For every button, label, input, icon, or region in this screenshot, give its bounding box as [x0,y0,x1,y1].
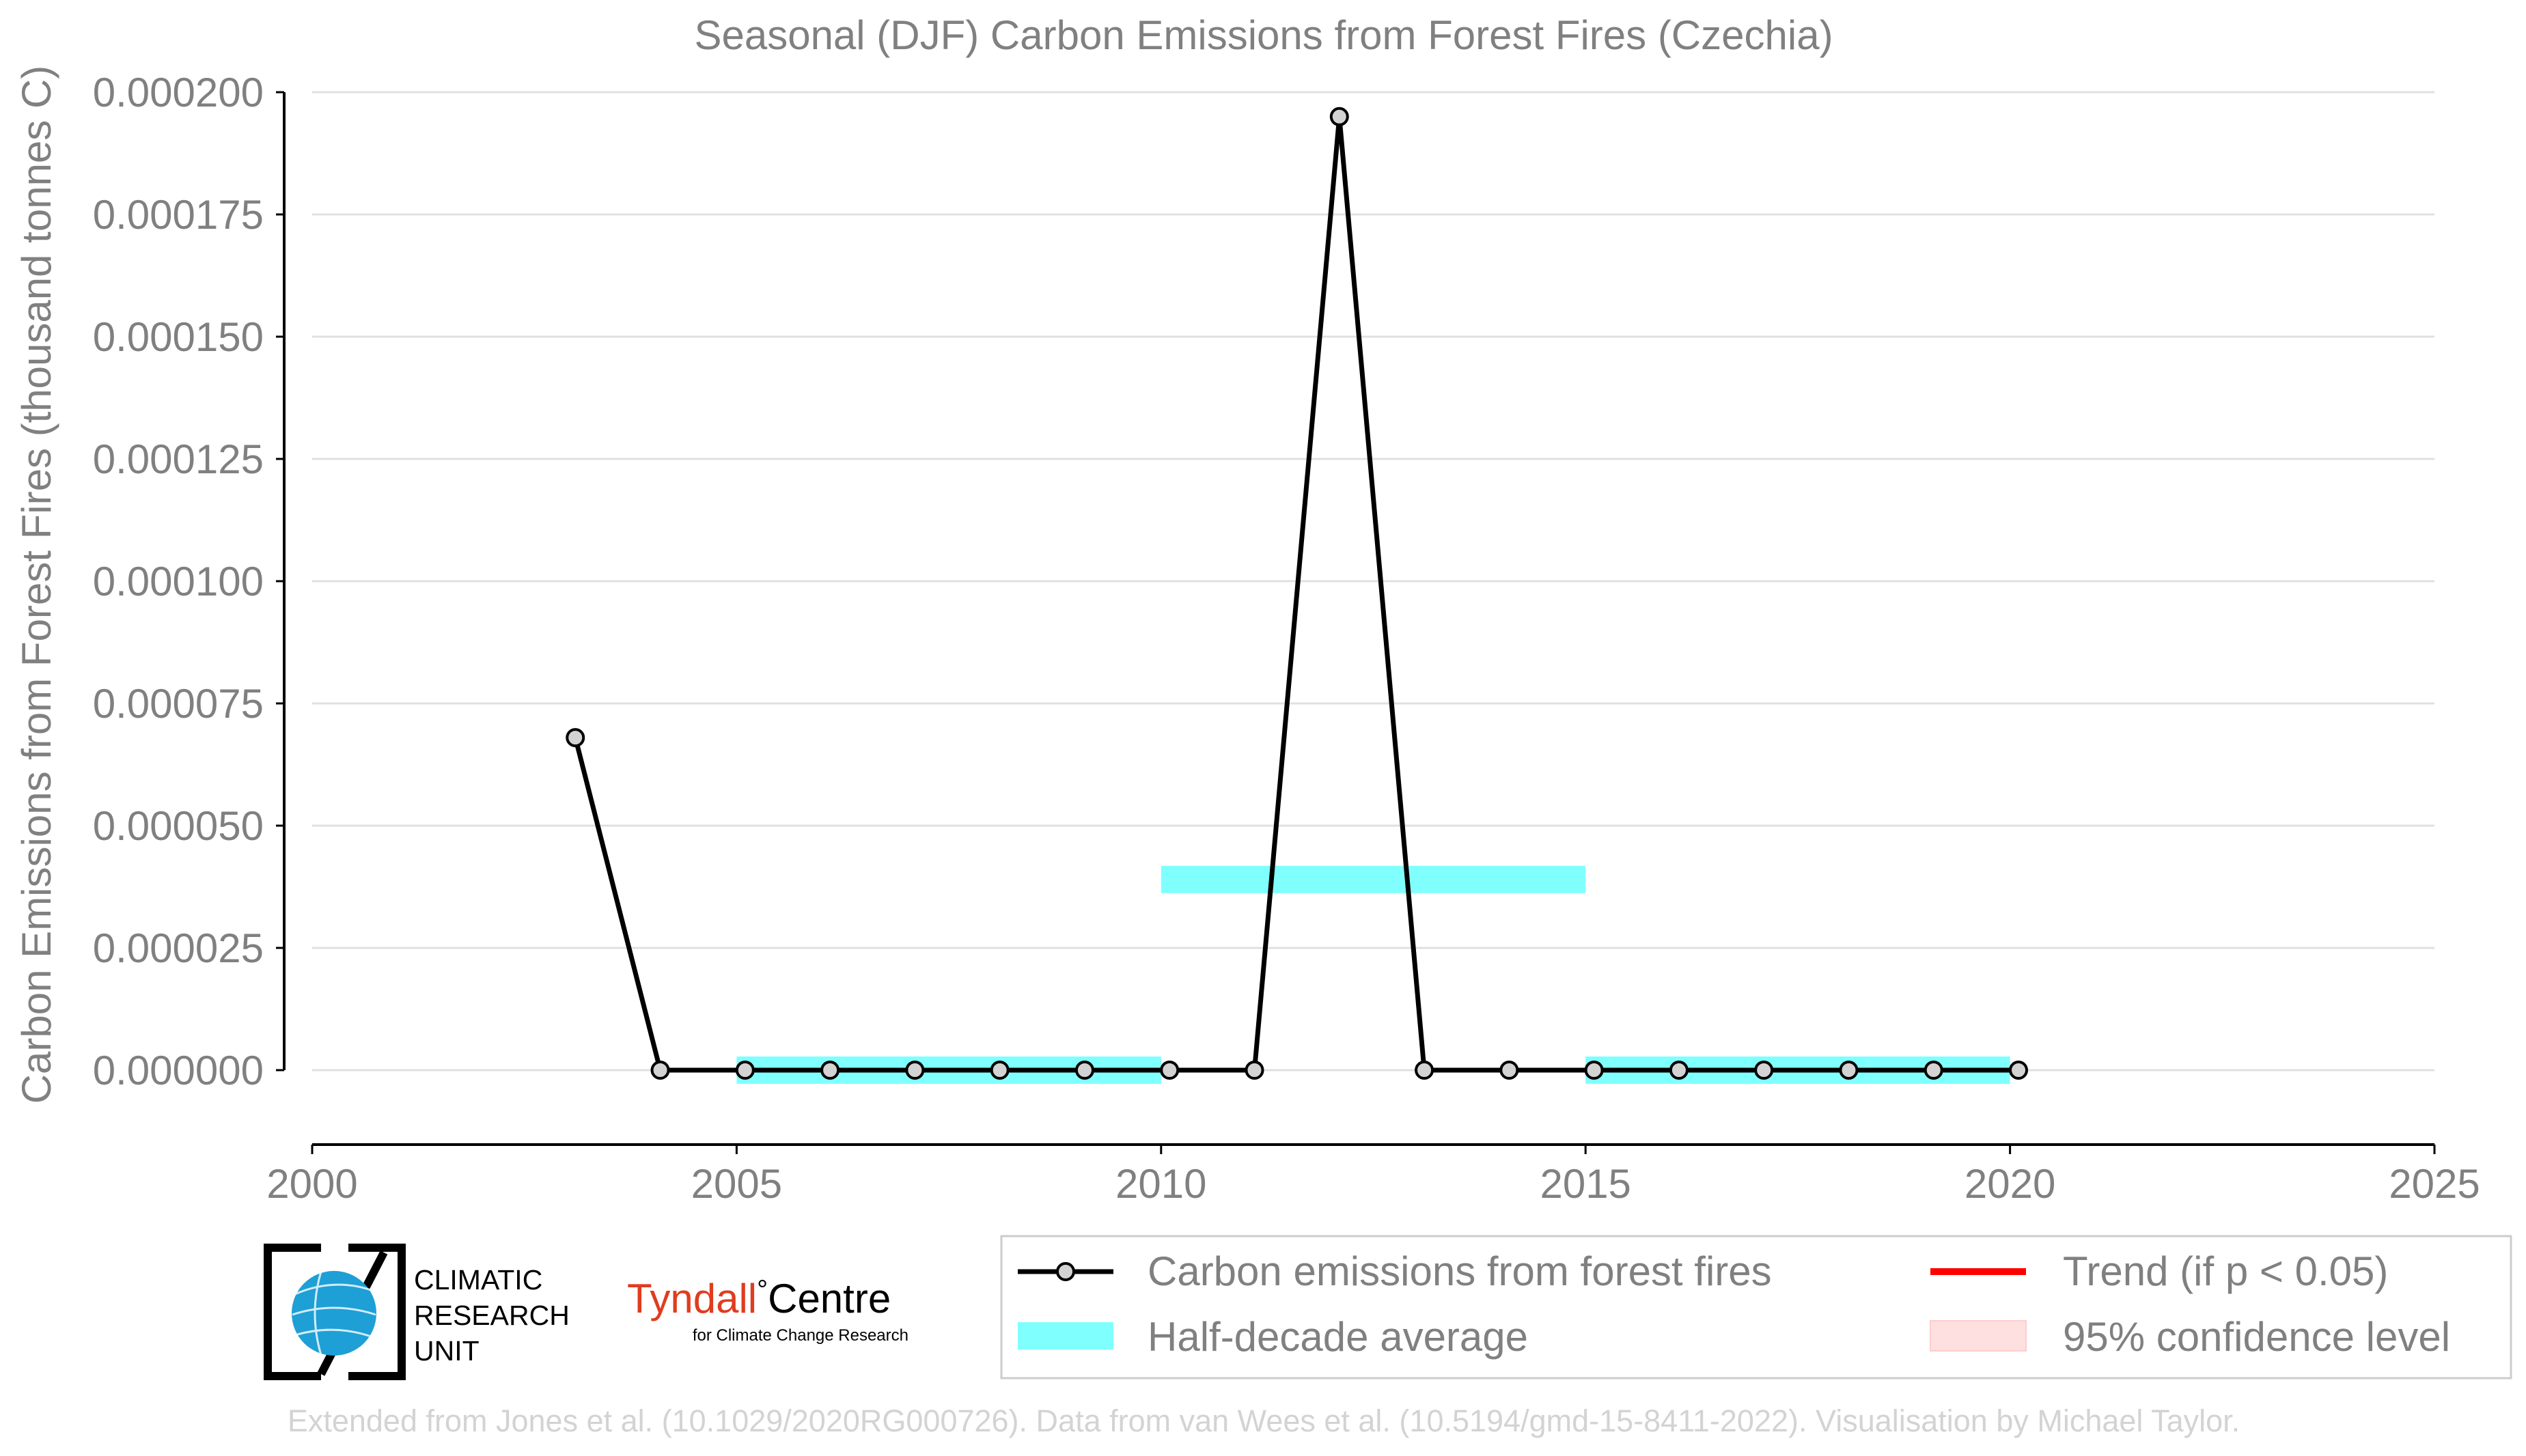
x-tick-label: 2005 [691,1161,782,1207]
data-point [735,1061,755,1080]
data-point [1160,1061,1180,1080]
x-tick-label: 2000 [266,1161,357,1207]
data-point [1924,1061,1943,1080]
legend-label-trend: Trend (if p < 0.05) [2063,1248,2388,1294]
x-tick-labels: 2000 2005 2010 2015 2020 2025 [266,1145,2480,1207]
y-tick-label: 0.000175 [93,192,264,238]
half-decade-average-bars [736,865,2010,1084]
series-line [572,114,2019,1073]
cru-logo: CLIMATIC RESEARCH UNIT [264,1244,570,1380]
x-tick-label: 2010 [1115,1161,1206,1207]
legend-swatch-half-decade-average [1018,1322,1113,1349]
cru-logo-text-line1: CLIMATIC [414,1264,542,1296]
cru-logo-bracket-left [264,1244,321,1380]
chart-title: Seasonal (DJF) Carbon Emissions from For… [694,12,1833,58]
grid-lines [312,91,2434,1072]
legend-marker-carbon-emissions [1056,1262,1075,1281]
y-axis-label: Carbon Emissions from Forest Fires (thou… [14,66,59,1104]
data-point [1074,1061,1094,1080]
y-tick-label: 0.000125 [93,436,264,482]
y-tick-label: 0.000150 [93,314,264,360]
globe-lines-icon [292,1271,376,1356]
half-decade-average-bar [1161,865,1586,893]
x-tick-label: 2020 [1965,1161,2055,1207]
data-point [650,1061,670,1080]
series-carbon-emissions [566,107,2029,1080]
data-point [1839,1061,1859,1080]
data-point [566,728,585,748]
footer-credit: Extended from Jones et al. (10.1029/2020… [288,1403,2240,1438]
legend-label-carbon-emissions: Carbon emissions from forest fires [1148,1248,1772,1294]
tyndall-logo-name-black: Centre [768,1276,891,1321]
tyndall-logo-subtitle: for Climate Change Research [693,1326,908,1345]
data-point [1584,1061,1604,1080]
y-tick-label: 0.000050 [93,803,264,849]
y-tick-label: 0.000000 [93,1048,264,1093]
y-tick-label: 0.000200 [93,70,264,115]
tyndall-logo-degree: ° [757,1275,768,1305]
data-point [1499,1061,1519,1080]
data-point [990,1061,1010,1080]
y-tick-label: 0.000075 [93,681,264,727]
y-tick-label: 0.000100 [93,559,264,604]
tyndall-logo: Tyndall°Centre for Climate Change Resear… [627,1275,908,1345]
data-point [1329,107,1349,126]
data-point [905,1061,925,1080]
legend-box [1000,1235,2512,1380]
cru-logo-text-line3: UNIT [414,1335,480,1367]
y-tick-labels: 0.000000 0.000025 0.000050 0.000075 0.000100… [93,70,284,1093]
data-point [1415,1061,1434,1080]
x-tick-label: 2015 [1540,1161,1630,1207]
cru-logo-text-line2: RESEARCH [414,1300,570,1331]
legend-label-half-decade-average: Half-decade average [1148,1314,1528,1360]
tyndall-logo-name-red: Tyndall [627,1276,757,1321]
data-point [1754,1061,1774,1080]
data-point [1669,1061,1689,1080]
legend: Carbon emissions from forest fires Trend… [1000,1235,2512,1380]
cru-logo-bracket-right [348,1244,406,1380]
data-point [1245,1061,1264,1080]
globe-icon [292,1271,376,1356]
data-point [820,1061,840,1080]
legend-label-confidence: 95% confidence level [2063,1314,2450,1360]
data-point [2009,1061,2029,1080]
svg-text:Tyndall°Centre: Tyndall°Centre [627,1275,891,1321]
y-tick-label: 0.000025 [93,925,264,971]
legend-swatch-confidence [1930,1320,2027,1352]
x-tick-label: 2025 [2389,1161,2480,1207]
